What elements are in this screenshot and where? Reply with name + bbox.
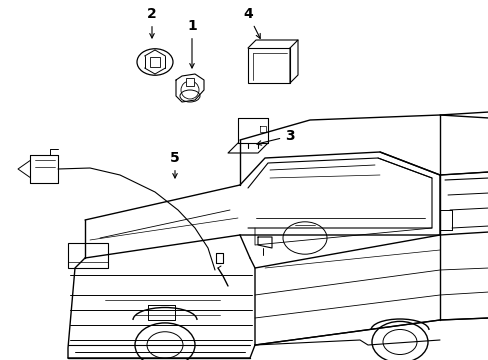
FancyBboxPatch shape	[68, 243, 108, 268]
Text: 4: 4	[243, 7, 260, 39]
Bar	[185, 78, 194, 86]
Text: 3: 3	[256, 129, 294, 145]
FancyBboxPatch shape	[247, 48, 289, 83]
Text: 5: 5	[170, 151, 180, 178]
Bar	[150, 57, 160, 67]
Text: 2: 2	[147, 7, 157, 38]
Text: 1: 1	[187, 19, 197, 68]
